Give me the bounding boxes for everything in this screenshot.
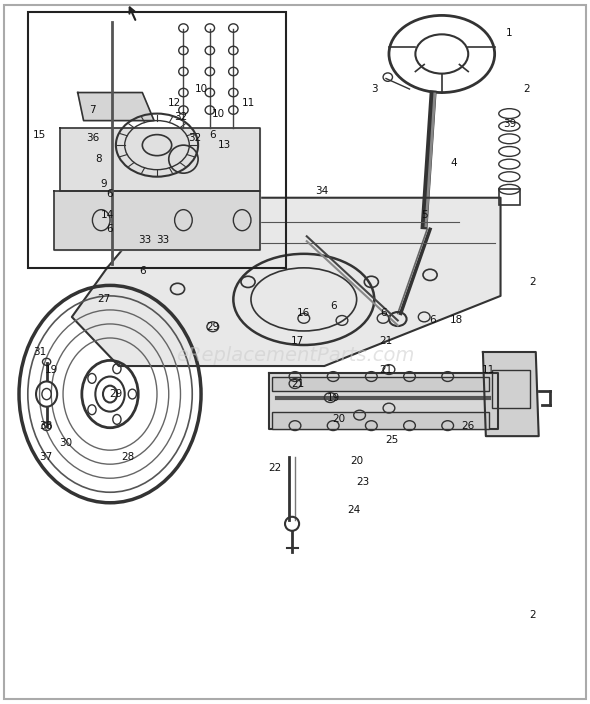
Text: 3: 3 bbox=[371, 84, 378, 94]
Text: 10: 10 bbox=[195, 84, 208, 94]
Text: 39: 39 bbox=[503, 119, 516, 129]
Text: 21: 21 bbox=[379, 365, 392, 375]
Polygon shape bbox=[483, 352, 539, 436]
Text: 6: 6 bbox=[107, 189, 113, 199]
Text: 25: 25 bbox=[385, 434, 398, 445]
Text: 21: 21 bbox=[379, 337, 392, 346]
Text: 6: 6 bbox=[107, 225, 113, 234]
Text: 17: 17 bbox=[291, 337, 304, 346]
Text: 33: 33 bbox=[156, 235, 169, 245]
Text: 19: 19 bbox=[45, 365, 58, 375]
Text: 36: 36 bbox=[86, 133, 99, 143]
Text: 6: 6 bbox=[430, 315, 437, 325]
Text: 13: 13 bbox=[218, 140, 231, 150]
Text: 23: 23 bbox=[356, 477, 369, 486]
Text: 32: 32 bbox=[174, 112, 187, 122]
Text: 20: 20 bbox=[350, 455, 363, 465]
Text: 26: 26 bbox=[461, 420, 475, 431]
Bar bbox=[491, 370, 530, 408]
Text: 1: 1 bbox=[506, 28, 513, 38]
Text: 6: 6 bbox=[380, 308, 386, 318]
Text: 27: 27 bbox=[97, 294, 111, 304]
Polygon shape bbox=[268, 373, 497, 429]
Text: 22: 22 bbox=[268, 463, 281, 472]
Bar bbox=[28, 12, 286, 268]
Text: 33: 33 bbox=[139, 235, 152, 245]
Text: 6: 6 bbox=[209, 130, 216, 139]
Text: 6: 6 bbox=[330, 301, 336, 311]
Text: 7: 7 bbox=[89, 105, 96, 115]
Text: 24: 24 bbox=[347, 505, 360, 515]
Text: 28: 28 bbox=[121, 452, 135, 463]
Text: 8: 8 bbox=[95, 154, 101, 164]
Polygon shape bbox=[60, 127, 260, 191]
Bar bbox=[499, 189, 520, 205]
Text: 10: 10 bbox=[212, 108, 225, 118]
Text: 11: 11 bbox=[482, 365, 496, 375]
Polygon shape bbox=[72, 198, 500, 366]
Text: 14: 14 bbox=[100, 210, 114, 220]
Text: 34: 34 bbox=[315, 186, 328, 196]
Text: eReplacementParts.com: eReplacementParts.com bbox=[176, 346, 414, 365]
Text: 16: 16 bbox=[297, 308, 310, 318]
Text: 6: 6 bbox=[139, 266, 146, 277]
Text: 2: 2 bbox=[529, 277, 536, 287]
Text: 20: 20 bbox=[333, 414, 346, 424]
Text: 29: 29 bbox=[206, 322, 219, 332]
Text: 2: 2 bbox=[529, 610, 536, 620]
Polygon shape bbox=[54, 191, 260, 251]
Polygon shape bbox=[78, 92, 154, 120]
Text: 2: 2 bbox=[524, 84, 530, 94]
Text: 29: 29 bbox=[109, 389, 123, 399]
Text: 19: 19 bbox=[326, 393, 340, 403]
Text: 9: 9 bbox=[101, 179, 107, 189]
Bar bbox=[271, 412, 489, 429]
Text: 4: 4 bbox=[450, 158, 457, 168]
Text: 30: 30 bbox=[60, 438, 73, 448]
Text: 37: 37 bbox=[39, 452, 52, 463]
Text: 11: 11 bbox=[241, 98, 255, 108]
Text: 32: 32 bbox=[189, 133, 202, 143]
Text: 38: 38 bbox=[39, 420, 52, 431]
Text: 12: 12 bbox=[168, 98, 181, 108]
Text: 21: 21 bbox=[291, 379, 304, 389]
Bar bbox=[271, 377, 489, 391]
Text: 15: 15 bbox=[33, 130, 46, 139]
Text: 31: 31 bbox=[33, 347, 46, 357]
Text: 18: 18 bbox=[450, 315, 463, 325]
Text: 5: 5 bbox=[421, 210, 428, 220]
